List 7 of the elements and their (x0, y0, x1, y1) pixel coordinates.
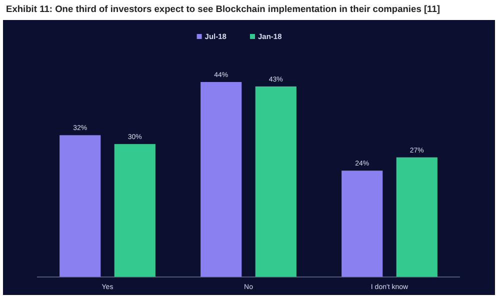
chart-title: Exhibit 11: One third of investors expect to see Blockchain implementation in their companies [11] (6, 4, 440, 14)
bar (396, 157, 438, 277)
bar (200, 82, 242, 277)
bar (342, 170, 383, 277)
bar (60, 135, 101, 277)
bar (114, 144, 156, 277)
bar (255, 86, 296, 277)
